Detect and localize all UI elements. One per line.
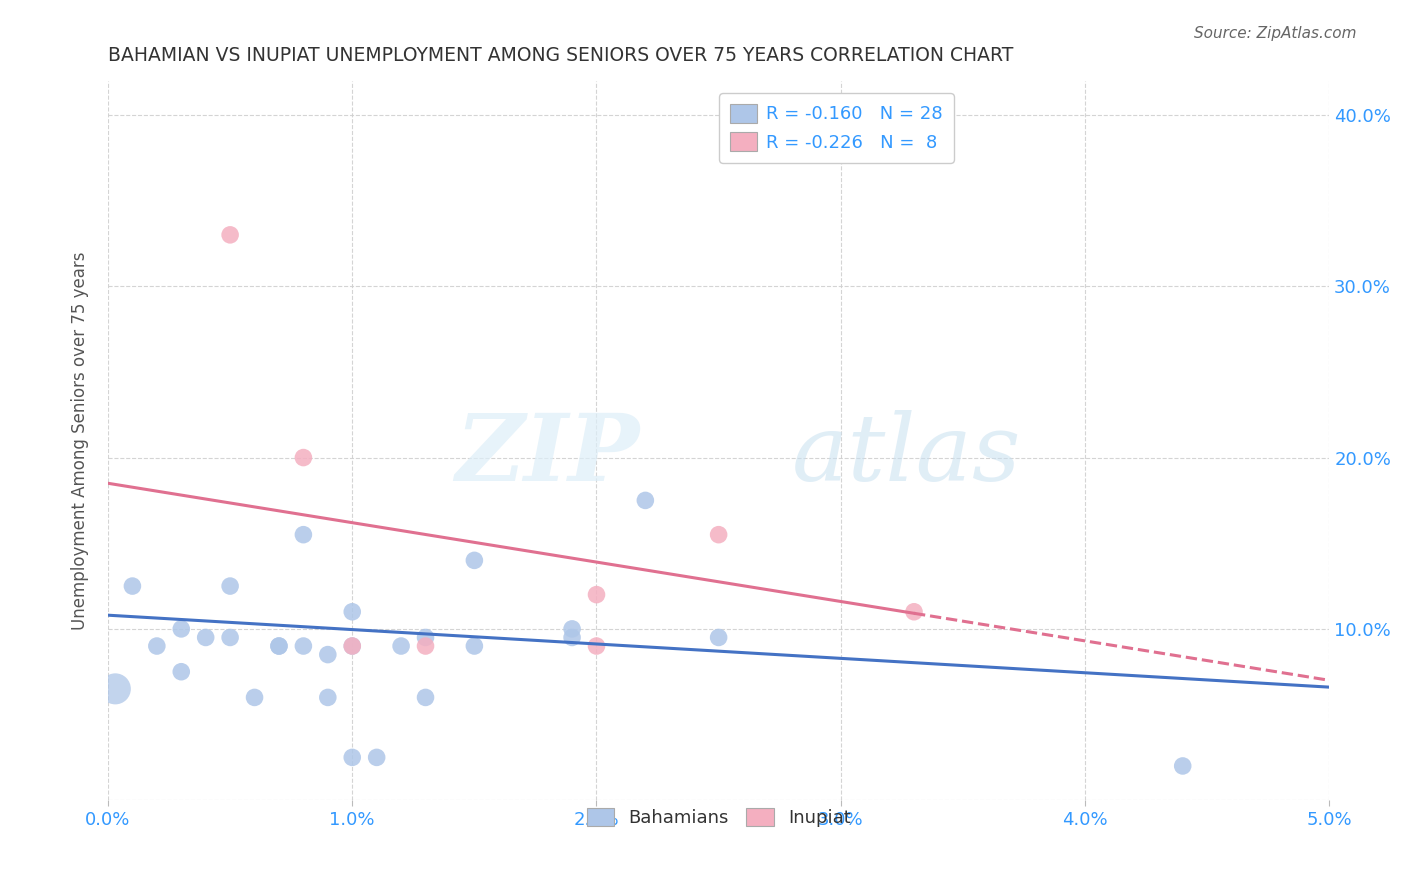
Point (366, 750, 388, 764)
Point (561, 622, 583, 636)
Text: ZIP: ZIP (456, 409, 640, 500)
Point (146, 639, 169, 653)
Point (170, 622, 193, 636)
Point (104, 681, 127, 696)
Point (194, 631, 217, 645)
Point (342, 605, 364, 619)
Point (342, 750, 364, 764)
Point (415, 690, 437, 705)
Point (1171, 759, 1194, 773)
Point (634, 493, 657, 508)
Point (170, 665, 193, 679)
Point (292, 527, 315, 541)
Point (389, 639, 412, 653)
Point (292, 639, 315, 653)
Point (219, 579, 242, 593)
Point (561, 631, 583, 645)
Point (707, 631, 730, 645)
Point (267, 639, 290, 653)
Point (243, 690, 266, 705)
Text: BAHAMIAN VS INUPIAT UNEMPLOYMENT AMONG SENIORS OVER 75 YEARS CORRELATION CHART: BAHAMIAN VS INUPIAT UNEMPLOYMENT AMONG S… (108, 46, 1014, 65)
Point (292, 450, 315, 465)
Point (903, 605, 925, 619)
Point (463, 639, 485, 653)
Point (316, 648, 339, 662)
Point (121, 579, 143, 593)
Text: atlas: atlas (792, 409, 1021, 500)
Point (219, 631, 242, 645)
Point (707, 527, 730, 541)
Point (415, 639, 437, 653)
Point (415, 631, 437, 645)
Point (267, 639, 290, 653)
Point (342, 639, 364, 653)
Point (585, 588, 607, 602)
Text: Source: ZipAtlas.com: Source: ZipAtlas.com (1194, 26, 1357, 41)
Legend: Bahamians, Inupiat: Bahamians, Inupiat (579, 801, 858, 834)
Point (342, 639, 364, 653)
Y-axis label: Unemployment Among Seniors over 75 years: Unemployment Among Seniors over 75 years (72, 252, 89, 630)
Point (463, 553, 485, 567)
Point (219, 227, 242, 242)
Point (585, 639, 607, 653)
Point (316, 690, 339, 705)
